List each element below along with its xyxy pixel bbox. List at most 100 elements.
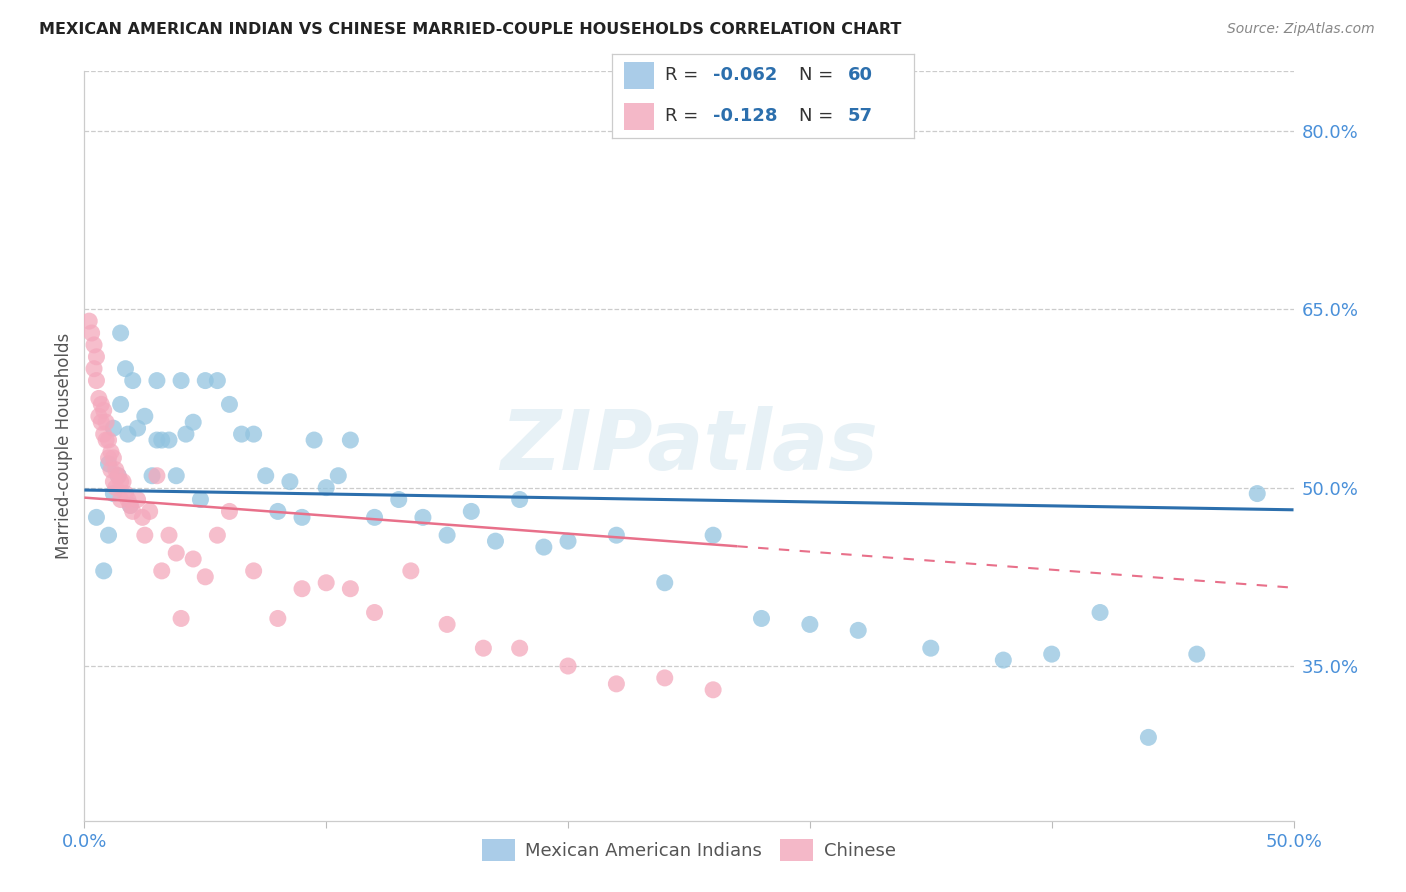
Point [93,427,115,442]
Point [1137,731,1160,745]
Point [103,421,125,435]
Point [117,492,139,507]
Point [138,504,160,518]
Point [120,499,142,513]
Point [181,552,204,566]
Point [751,611,773,625]
Point [103,450,125,465]
Point [110,475,132,489]
Point [150,433,173,447]
Point [194,570,217,584]
Point [107,468,129,483]
Point [315,575,337,590]
Text: R =: R = [665,66,703,84]
Point [165,546,187,560]
Point [134,528,156,542]
Point [557,659,579,673]
Text: 57: 57 [848,107,872,125]
Point [83,338,105,352]
Point [110,326,132,340]
Point [363,606,385,620]
Point [328,468,350,483]
Point [242,427,264,442]
Point [110,397,132,411]
Point [702,528,724,542]
Point [339,433,361,447]
Point [339,582,361,596]
Point [181,415,204,429]
Point [605,528,627,542]
Point [605,677,627,691]
Point [93,564,115,578]
Point [472,641,495,656]
Point [1040,647,1063,661]
Point [112,475,135,489]
Point [436,617,458,632]
Point [97,457,120,471]
Point [103,475,125,489]
Point [94,415,117,429]
Point [100,445,122,459]
Point [93,403,115,417]
Point [388,492,411,507]
Point [557,534,579,549]
Point [87,392,110,406]
Text: N =: N = [799,107,839,125]
Point [165,468,187,483]
Point [104,463,127,477]
Text: Source: ZipAtlas.com: Source: ZipAtlas.com [1227,22,1375,37]
Point [533,540,555,554]
Point [242,564,264,578]
Point [86,374,108,388]
Point [509,641,531,656]
Point [110,492,132,507]
Point [107,468,129,483]
Point [267,611,290,625]
Text: ZIPatlas: ZIPatlas [501,406,877,486]
Bar [624,62,654,89]
Point [509,492,531,507]
Point [278,475,301,489]
Point [194,374,217,388]
Point [302,433,325,447]
Point [399,564,422,578]
Point [121,374,143,388]
Point [104,481,127,495]
Point [363,510,385,524]
Point [90,397,112,411]
Point [97,450,120,465]
Point [127,492,149,507]
Point [460,504,482,518]
Point [77,314,100,328]
Point [86,350,108,364]
Point [97,433,120,447]
Point [1246,486,1268,500]
Point [80,326,103,340]
Point [315,481,337,495]
Point [174,427,197,442]
Point [1088,606,1111,620]
Point [170,611,193,625]
Point [146,433,169,447]
Point [920,641,942,656]
Point [90,415,112,429]
Point [114,361,136,376]
Point [150,564,173,578]
Point [702,682,724,697]
Point [94,433,117,447]
Y-axis label: Married-couple Households: Married-couple Households [55,333,73,559]
Point [267,504,290,518]
Legend: Mexican American Indians, Chinese: Mexican American Indians, Chinese [475,831,903,868]
Point [993,653,1015,667]
Point [141,468,163,483]
Point [83,361,105,376]
Point [218,397,240,411]
Text: MEXICAN AMERICAN INDIAN VS CHINESE MARRIED-COUPLE HOUSEHOLDS CORRELATION CHART: MEXICAN AMERICAN INDIAN VS CHINESE MARRI… [39,22,901,37]
Point [127,421,149,435]
Point [103,486,125,500]
Point [131,510,153,524]
Point [846,624,869,638]
Bar [624,103,654,130]
Point [231,427,253,442]
Point [170,374,193,388]
